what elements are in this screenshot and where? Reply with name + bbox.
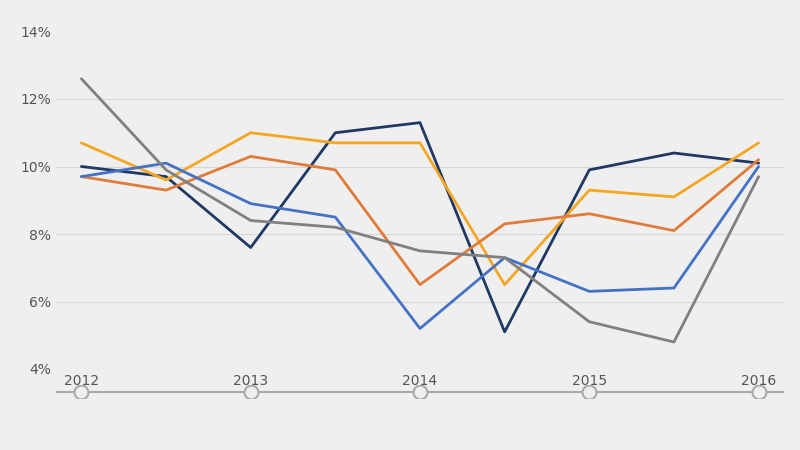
<$50k (330, 130, 340, 135)
$100-150k (246, 201, 255, 206)
<$50k (500, 329, 510, 335)
Total (669, 228, 678, 233)
$150k+ (415, 248, 425, 254)
<$50k (669, 150, 678, 156)
<$50k (754, 161, 763, 166)
$150k+ (162, 167, 171, 172)
$50-100k (77, 140, 86, 146)
$100-150k (162, 161, 171, 166)
Total (162, 187, 171, 193)
Total (246, 154, 255, 159)
Total (415, 282, 425, 288)
$50-100k (246, 130, 255, 135)
Total (500, 221, 510, 227)
Line: $100-150k: $100-150k (82, 163, 758, 328)
<$50k (162, 174, 171, 179)
Line: Total: Total (82, 157, 758, 285)
<$50k (585, 167, 594, 172)
Line: $150k+: $150k+ (82, 79, 758, 342)
Total (585, 211, 594, 216)
$50-100k (669, 194, 678, 200)
$50-100k (754, 140, 763, 146)
$100-150k (669, 285, 678, 291)
$100-150k (415, 326, 425, 331)
Line: $50-100k: $50-100k (82, 133, 758, 285)
$100-150k (754, 164, 763, 169)
<$50k (415, 120, 425, 125)
$50-100k (415, 140, 425, 146)
Total (330, 167, 340, 172)
$150k+ (77, 76, 86, 81)
<$50k (246, 245, 255, 250)
Total (77, 174, 86, 179)
$50-100k (585, 187, 594, 193)
$100-150k (585, 289, 594, 294)
$150k+ (754, 174, 763, 179)
$100-150k (500, 255, 510, 260)
$150k+ (585, 319, 594, 324)
$50-100k (330, 140, 340, 146)
<$50k (77, 164, 86, 169)
$150k+ (330, 225, 340, 230)
$50-100k (500, 282, 510, 288)
$150k+ (500, 255, 510, 260)
$150k+ (669, 339, 678, 345)
$150k+ (246, 218, 255, 223)
$50-100k (162, 177, 171, 183)
Total (754, 157, 763, 162)
$100-150k (77, 174, 86, 179)
Line: <$50k: <$50k (82, 122, 758, 332)
$100-150k (330, 215, 340, 220)
